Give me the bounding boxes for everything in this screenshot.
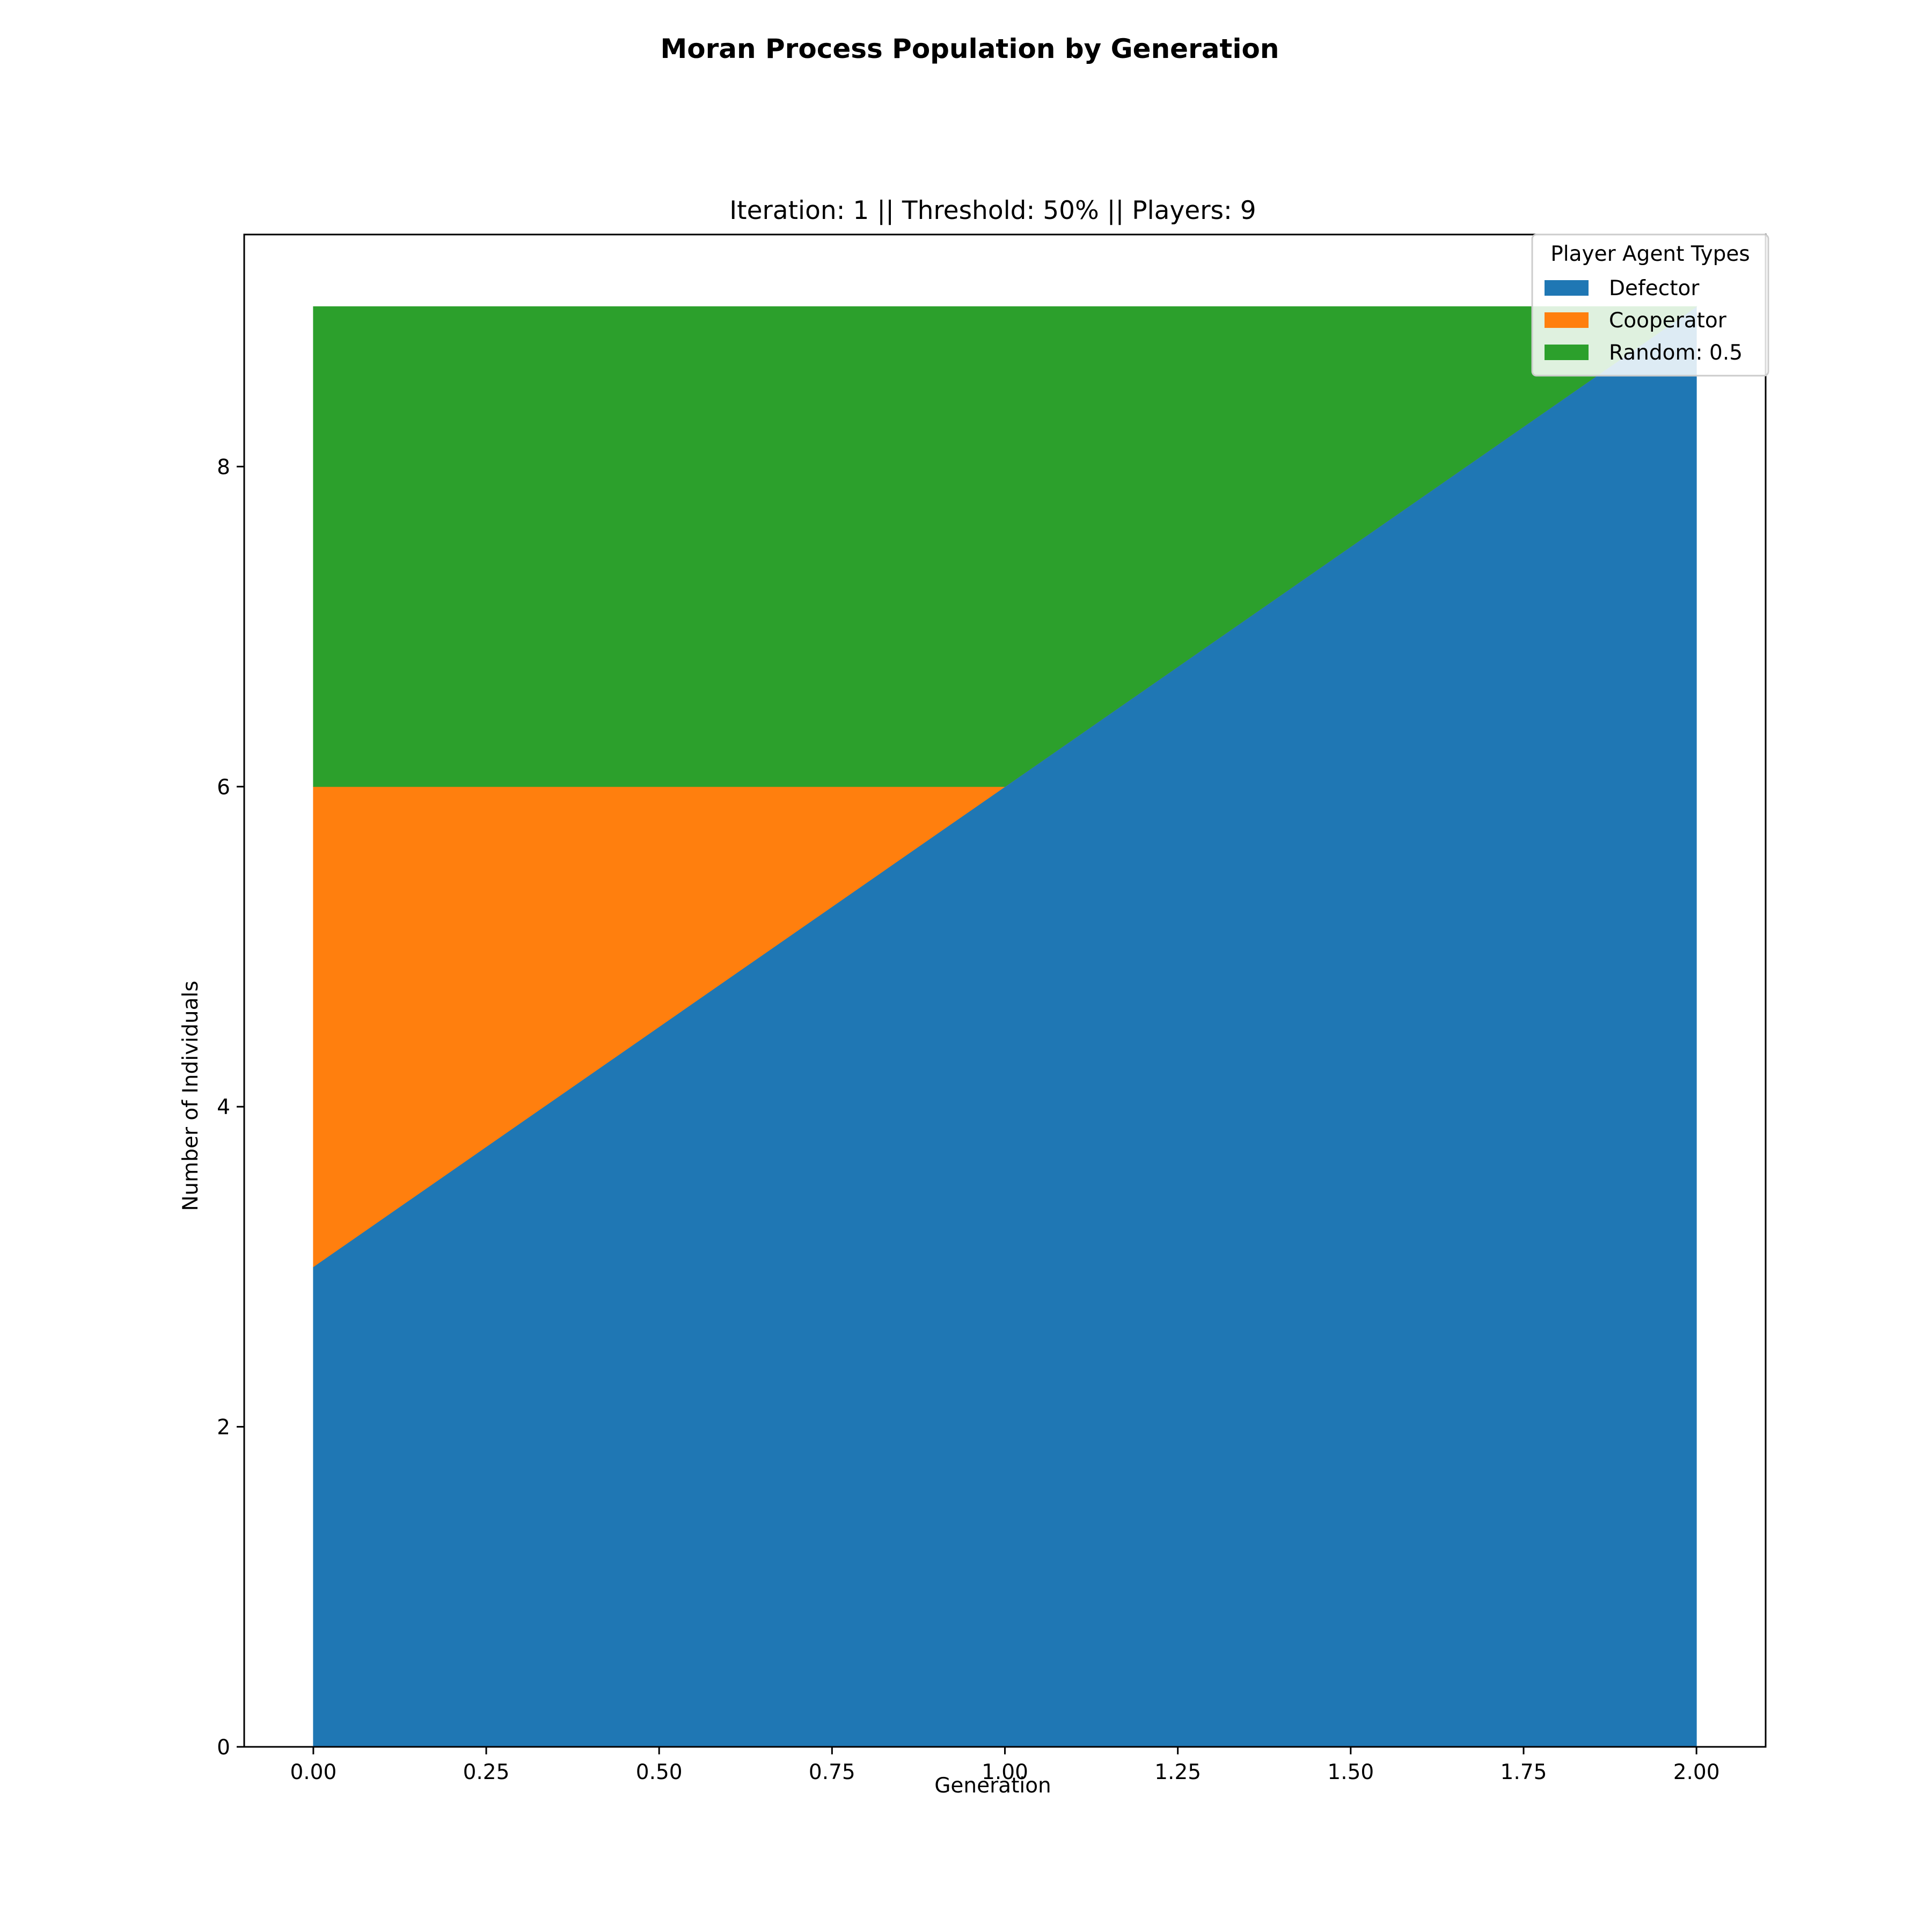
x-tick-label: 2.00 <box>1673 1760 1720 1784</box>
legend: Player Agent Types Defector Cooperator Ran… <box>1531 233 1769 377</box>
y-axis-ticks: 0 2 4 6 8 <box>217 455 244 1760</box>
y-tick-label: 2 <box>217 1416 230 1440</box>
legend-title: Player Agent Types <box>1550 242 1750 266</box>
x-tick-label: 1.00 <box>982 1760 1028 1784</box>
legend-swatch <box>1545 312 1589 328</box>
x-tick-label: 0.25 <box>463 1760 510 1784</box>
area-random-0-5 <box>313 306 1697 787</box>
y-tick-label: 6 <box>217 775 230 800</box>
x-tick-label: 0.00 <box>290 1760 336 1784</box>
chart-subtitle: Iteration: 1 || Threshold: 50% || Player… <box>729 196 1256 225</box>
y-tick-label: 8 <box>217 455 230 479</box>
x-tick-label: 1.75 <box>1501 1760 1547 1784</box>
y-tick-label: 4 <box>217 1095 230 1119</box>
legend-swatch <box>1545 280 1589 296</box>
x-tick-label: 0.75 <box>809 1760 855 1784</box>
legend-label: Defector <box>1609 276 1700 301</box>
x-tick-label: 1.25 <box>1154 1760 1201 1784</box>
legend-label: Cooperator <box>1609 309 1727 333</box>
x-axis-label: Generation <box>934 1774 1051 1798</box>
y-axis-label: Number of Individuals <box>179 980 203 1211</box>
x-axis-ticks: 0.00 0.25 0.50 0.75 1.00 1.25 1.50 1.75 2.00 <box>290 1747 1720 1784</box>
y-tick-label: 0 <box>217 1736 230 1760</box>
chart-title: Moran Process Population by Generation <box>661 33 1279 64</box>
legend-items: Defector Cooperator Random: 0.5 <box>1545 276 1743 365</box>
x-tick-label: 0.50 <box>636 1760 683 1784</box>
x-tick-label: 1.50 <box>1327 1760 1374 1784</box>
legend-box <box>1531 233 1769 377</box>
legend-label: Random: 0.5 <box>1609 341 1743 365</box>
area-series-group <box>313 306 1697 1747</box>
legend-swatch <box>1545 345 1589 360</box>
